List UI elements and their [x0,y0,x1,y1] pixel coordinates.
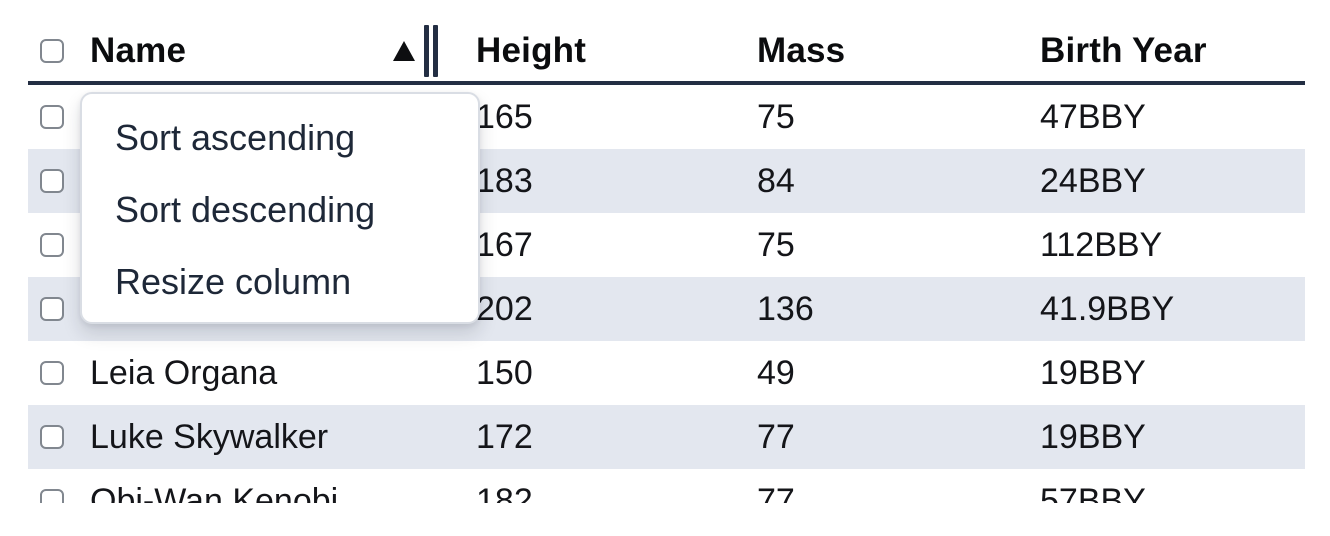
table-row[interactable]: Leia Organa 150 49 19BBY [28,341,1305,405]
column-header-name[interactable]: Name [90,21,476,81]
cell-birth-year: 24BBY [1040,161,1146,200]
row-checkbox-cell [28,233,90,257]
row-checkbox-cell [28,361,90,385]
cell-mass: 49 [757,353,795,392]
menu-item-sort-descending[interactable]: Sort descending [115,189,376,230]
column-header-mass[interactable]: Mass [757,30,846,70]
row-checkbox-cell [28,489,90,503]
row-checkbox-cell [28,297,90,321]
cell-height: 182 [476,481,533,504]
column-context-menu: Sort ascending Sort descending Resize co… [80,92,480,324]
cell-birth-year: 19BBY [1040,417,1146,456]
cell-height: 172 [476,417,533,456]
row-checkbox-cell [28,169,90,193]
sort-ascending-icon[interactable] [393,40,415,61]
table-row[interactable]: Obi-Wan Kenobi 182 77 57BBY [28,469,1305,503]
cell-name: Luke Skywalker [90,417,329,456]
row-checkbox[interactable] [40,105,64,129]
table-row[interactable]: 167 75 112BBY [28,213,1305,277]
cell-mass: 136 [757,289,814,328]
table-row[interactable]: Luke Skywalker 172 77 19BBY [28,405,1305,469]
cell-name: Leia Organa [90,353,278,392]
row-checkbox[interactable] [40,233,64,257]
row-checkbox[interactable] [40,489,64,503]
menu-item-resize-column[interactable]: Resize column [115,261,352,302]
cell-height: 165 [476,97,533,136]
cell-mass: 77 [757,481,795,504]
cell-height: 183 [476,161,533,200]
cell-birth-year: 112BBY [1040,225,1163,264]
select-all-checkbox[interactable] [40,38,64,63]
cell-name: Obi-Wan Kenobi [90,481,339,504]
cell-mass: 75 [757,97,795,136]
cell-height: 167 [476,225,533,264]
cell-birth-year: 19BBY [1040,353,1146,392]
column-resize-handle[interactable] [424,24,438,77]
row-checkbox[interactable] [40,297,64,321]
row-checkbox[interactable] [40,169,64,193]
cell-birth-year: 57BBY [1040,481,1146,504]
cell-mass: 84 [757,161,795,200]
row-checkbox-cell [28,425,90,449]
cell-birth-year: 41.9BBY [1040,289,1175,328]
cell-birth-year: 47BBY [1040,97,1146,136]
column-header-height[interactable]: Height [476,30,587,70]
table-header-row: Name Height Mass Birth Year [28,0,1305,85]
cell-height: 150 [476,353,533,392]
cell-mass: 75 [757,225,795,264]
column-header-name-label: Name [90,30,187,70]
menu-item-sort-ascending[interactable]: Sort ascending [115,117,356,158]
row-checkbox-cell [28,105,90,129]
column-header-birth-year[interactable]: Birth Year [1040,30,1207,70]
table-body: 165 75 47BBY 183 84 24BBY 167 75 112BBY … [28,85,1305,503]
cell-mass: 77 [757,417,795,456]
row-checkbox[interactable] [40,361,64,385]
row-checkbox[interactable] [40,425,64,449]
select-all-cell [28,38,90,63]
table-row[interactable]: 165 75 47BBY [28,85,1305,149]
cell-height: 202 [476,289,533,328]
